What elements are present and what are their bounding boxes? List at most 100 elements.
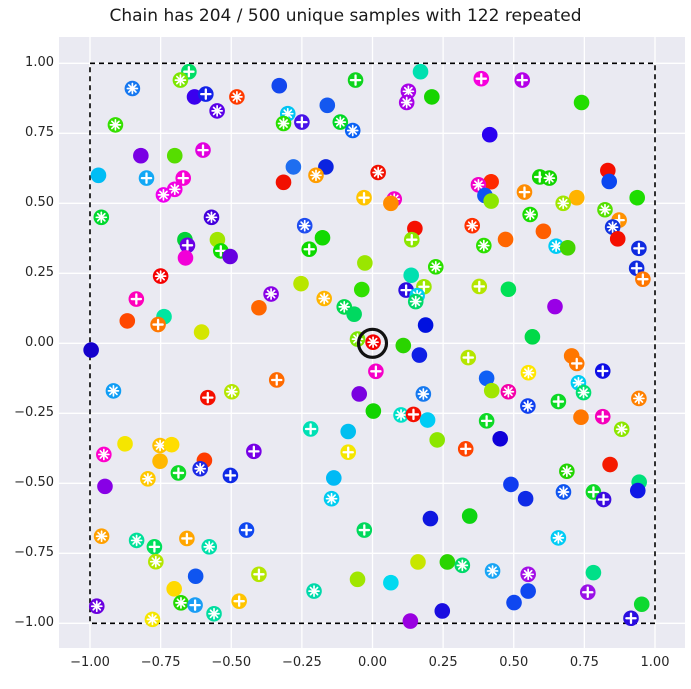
asterisk-marker-icon [488, 566, 497, 576]
asterisk-marker-icon [232, 92, 242, 102]
scatter-point [152, 453, 168, 469]
scatter-point [271, 77, 288, 94]
asterisk-marker-icon [127, 84, 137, 93]
scatter-point [547, 298, 563, 315]
asterisk-marker-icon [96, 212, 106, 222]
asterisk-marker-icon [558, 198, 568, 208]
asterisk-marker-icon [311, 170, 321, 180]
x-tick-label: −1.00 [70, 655, 110, 670]
asterisk-marker-icon [170, 184, 180, 194]
scatter-point [483, 193, 499, 209]
scatter-point [492, 430, 508, 447]
scatter-point [478, 370, 495, 387]
asterisk-marker-icon [111, 120, 120, 130]
asterisk-marker-icon [431, 262, 441, 272]
scatter-point [535, 223, 552, 240]
scatter-point [325, 470, 342, 486]
asterisk-marker-icon [544, 173, 554, 183]
scatter-point [483, 173, 499, 190]
y-tick-label: −0.75 [14, 545, 54, 561]
asterisk-marker-icon [373, 168, 383, 177]
x-tick-label: 0.75 [569, 655, 599, 670]
asterisk-marker-icon [523, 401, 533, 411]
asterisk-marker-icon [266, 289, 276, 299]
scatter-point [383, 195, 399, 212]
asterisk-marker-icon [503, 387, 513, 397]
scatter-point [177, 250, 194, 266]
scatter-point [629, 189, 646, 206]
scatter-point [602, 456, 618, 473]
y-tick-label: 1.00 [25, 55, 54, 71]
scatter-point [424, 89, 440, 105]
scatter-point [524, 329, 541, 345]
scatter-point [500, 281, 517, 298]
scatter-point [293, 275, 309, 292]
scatter-point [520, 583, 536, 599]
scatter-point [285, 159, 302, 175]
scatter-point [422, 510, 439, 527]
x-tick-label: −0.50 [211, 655, 252, 670]
y-tick-label: 0.25 [25, 265, 54, 281]
asterisk-marker-icon [402, 98, 412, 107]
y-tick-label: −1.00 [14, 615, 54, 631]
scatter-point [410, 554, 426, 570]
asterisk-marker-icon [327, 494, 336, 504]
x-tick-label: 0.00 [358, 655, 387, 670]
asterisk-marker-icon [457, 560, 467, 570]
asterisk-marker-icon [634, 394, 644, 403]
asterisk-marker-icon [559, 487, 568, 497]
scatter-point [429, 432, 445, 448]
scatter-point [251, 299, 267, 316]
asterisk-marker-icon [227, 387, 237, 397]
scatter-point [411, 347, 428, 363]
scatter-point [633, 596, 650, 613]
scatter-point [83, 342, 99, 358]
scatter-point [349, 571, 366, 588]
asterisk-marker-icon [600, 205, 610, 215]
x-tick-label: 0.25 [428, 655, 458, 670]
asterisk-marker-icon [368, 337, 378, 347]
asterisk-marker-icon [132, 536, 141, 545]
scatter-point [275, 174, 292, 191]
asterisk-marker-icon [553, 533, 563, 543]
scatter-point [461, 508, 478, 524]
scatter-point [319, 97, 336, 114]
asterisk-marker-icon [151, 557, 161, 567]
y-tick-label: 0.00 [25, 335, 54, 351]
scatter-point [481, 126, 498, 143]
x-tick-label: −0.75 [140, 655, 181, 670]
asterisk-marker-icon [92, 601, 102, 611]
asterisk-marker-icon [479, 241, 489, 250]
scatter-point [222, 248, 238, 265]
boundary-box [89, 62, 656, 625]
asterisk-marker-icon [319, 294, 329, 303]
asterisk-marker-icon [562, 466, 572, 476]
asterisk-marker-icon [97, 531, 106, 541]
scatter-point [434, 603, 451, 619]
scatter-point [166, 581, 182, 597]
asterisk-marker-icon [524, 368, 533, 378]
asterisk-marker-icon [418, 389, 428, 399]
scatter-point [353, 281, 370, 298]
asterisk-marker-icon [403, 86, 413, 96]
plot-area [59, 37, 685, 648]
scatter-point [187, 568, 204, 585]
scatter-svg [59, 37, 685, 648]
scatter-point [166, 147, 183, 164]
asterisk-marker-icon [156, 271, 166, 281]
asterisk-marker-icon [525, 210, 535, 219]
asterisk-marker-icon [309, 586, 319, 596]
scatter-point [601, 173, 618, 190]
asterisk-marker-icon [159, 190, 168, 200]
asterisk-marker-icon [99, 450, 109, 459]
scatter-point [163, 436, 180, 453]
asterisk-marker-icon [109, 386, 118, 396]
scatter-point [340, 423, 357, 440]
asterisk-marker-icon [339, 302, 349, 312]
asterisk-marker-icon [176, 598, 186, 608]
highlight-ring [356, 327, 389, 359]
scatter-point [412, 63, 429, 80]
asterisk-marker-icon [608, 222, 618, 232]
scatter-point [346, 306, 362, 322]
scatter-point [395, 337, 412, 354]
